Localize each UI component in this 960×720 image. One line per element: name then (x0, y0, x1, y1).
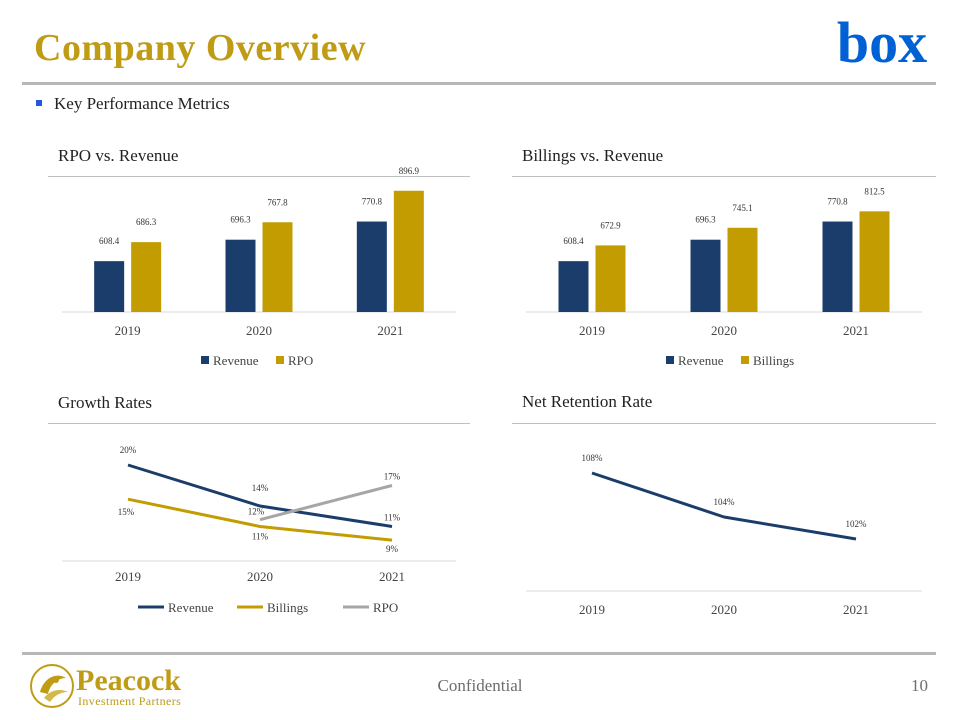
bar-rpo-2021 (393, 190, 424, 312)
rpo-vs-revenue-chart: 608.4 686.3 2019 696.3 767.8 2020 770.8 896.9 20… (62, 166, 456, 368)
data-label-revenue-2020: 14% (252, 483, 269, 493)
rpo-title-rule (48, 176, 470, 177)
bar-revenue-2021 (356, 221, 387, 312)
bar-revenue-2020 (690, 239, 721, 312)
x-tick-label-2021: 2021 (377, 323, 403, 338)
x-tick-label-2020: 2020 (246, 323, 272, 338)
line-billings (127, 497, 393, 542)
header-divider (22, 82, 936, 85)
bullet-item: Key Performance Metrics (36, 94, 230, 114)
data-label-billings-2021: 812.5 (864, 186, 885, 196)
data-label-revenue-2021: 11% (384, 513, 401, 523)
footer-divider (22, 652, 936, 655)
bar-rpo-2020 (262, 222, 293, 312)
line-net-retention (591, 471, 857, 541)
nrr-chart-title: Net Retention Rate (522, 392, 653, 411)
x-tick-label-2019: 2019 (579, 323, 605, 338)
nrr-title-rule (512, 423, 936, 424)
rpo-chart-title: RPO vs. Revenue (58, 146, 179, 165)
legend-swatch-revenue (666, 356, 674, 364)
box-logo: box (837, 12, 927, 72)
data-label-billings-2019: 15% (118, 507, 135, 517)
page-number: 10 (911, 676, 928, 695)
legend-label-rpo: RPO (288, 353, 313, 368)
data-label-rpo-2019: 686.3 (136, 217, 157, 227)
footer-company-name: Peacock (76, 664, 181, 697)
data-label-rpo-2021: 17% (384, 472, 401, 482)
x-tick-label-2019: 2019 (579, 602, 605, 617)
confidential-label: Confidential (437, 676, 523, 695)
bar-revenue-2019 (94, 261, 125, 312)
x-tick-label-2019: 2019 (115, 323, 141, 338)
bar-revenue-2021 (822, 221, 853, 312)
data-label-2021: 102% (846, 519, 868, 529)
bar-billings-2020 (727, 227, 758, 312)
data-label-billings-2020: 11% (252, 532, 269, 542)
data-label-billings-2019: 672.9 (600, 220, 621, 230)
billings-title-rule (512, 176, 936, 177)
net-retention-rate-chart: 108% 104% 102% 2019 2020 2021 (526, 453, 922, 617)
bar-revenue-2020 (225, 239, 256, 312)
bar-rpo-2019 (131, 242, 162, 312)
bar-billings-2019 (595, 245, 626, 312)
footer-company-sub: Investment Partners (78, 694, 182, 708)
peacock-logo-icon (30, 664, 74, 708)
data-label-rpo-2020: 767.8 (267, 197, 288, 207)
growth-title-rule (48, 423, 470, 424)
data-label-billings-2020: 745.1 (732, 203, 752, 213)
data-label-revenue-2020: 696.3 (695, 215, 716, 225)
legend-label-revenue: Revenue (168, 600, 214, 615)
data-label-revenue-2019: 608.4 (563, 236, 584, 246)
data-label-revenue-2020: 696.3 (230, 215, 251, 225)
x-tick-label-2020: 2020 (711, 323, 737, 338)
billings-vs-revenue-chart: 608.4 672.9 2019 696.3 745.1 2020 770.8 812.5 20… (526, 186, 922, 368)
legend-swatch-revenue (201, 356, 209, 364)
data-label-2020: 104% (714, 497, 736, 507)
x-tick-label-2021: 2021 (843, 602, 869, 617)
data-label-revenue-2019: 608.4 (99, 236, 120, 246)
legend-swatch-rpo (276, 356, 284, 364)
data-label-billings-2021: 9% (386, 544, 399, 554)
line-rpo (259, 484, 393, 522)
page-title: Company Overview (34, 27, 367, 69)
data-label-revenue-2021: 770.8 (362, 197, 383, 207)
bullet-text: Key Performance Metrics (54, 94, 230, 113)
data-label-rpo-2020: 12% (248, 507, 265, 517)
x-tick-label-2019: 2019 (115, 569, 141, 584)
x-tick-label-2021: 2021 (843, 323, 869, 338)
data-label-revenue-2021: 770.8 (827, 197, 848, 207)
data-label-revenue-2019: 20% (120, 445, 137, 455)
legend-label-rpo: RPO (373, 600, 398, 615)
data-label-2019: 108% (582, 453, 604, 463)
legend-label-billings: Billings (267, 600, 308, 615)
legend-label-revenue: Revenue (678, 353, 724, 368)
x-tick-label-2021: 2021 (379, 569, 405, 584)
growth-chart-title: Growth Rates (58, 393, 152, 412)
x-tick-label-2020: 2020 (247, 569, 273, 584)
billings-chart-title: Billings vs. Revenue (522, 146, 664, 165)
legend-label-billings: Billings (753, 353, 794, 368)
bar-revenue-2019 (558, 261, 589, 312)
x-tick-label-2020: 2020 (711, 602, 737, 617)
box-logo-text: box (837, 12, 927, 72)
growth-rates-chart: 20% 14% 11% 15% 11% 9% 12% 17% 2019 2020 2021 Reven… (62, 445, 456, 615)
legend-swatch-billings (741, 356, 749, 364)
data-label-rpo-2021: 896.9 (399, 166, 420, 176)
bar-billings-2021 (859, 211, 890, 312)
legend-label-revenue: Revenue (213, 353, 259, 368)
square-bullet-icon (36, 100, 42, 107)
line-revenue (127, 463, 393, 528)
